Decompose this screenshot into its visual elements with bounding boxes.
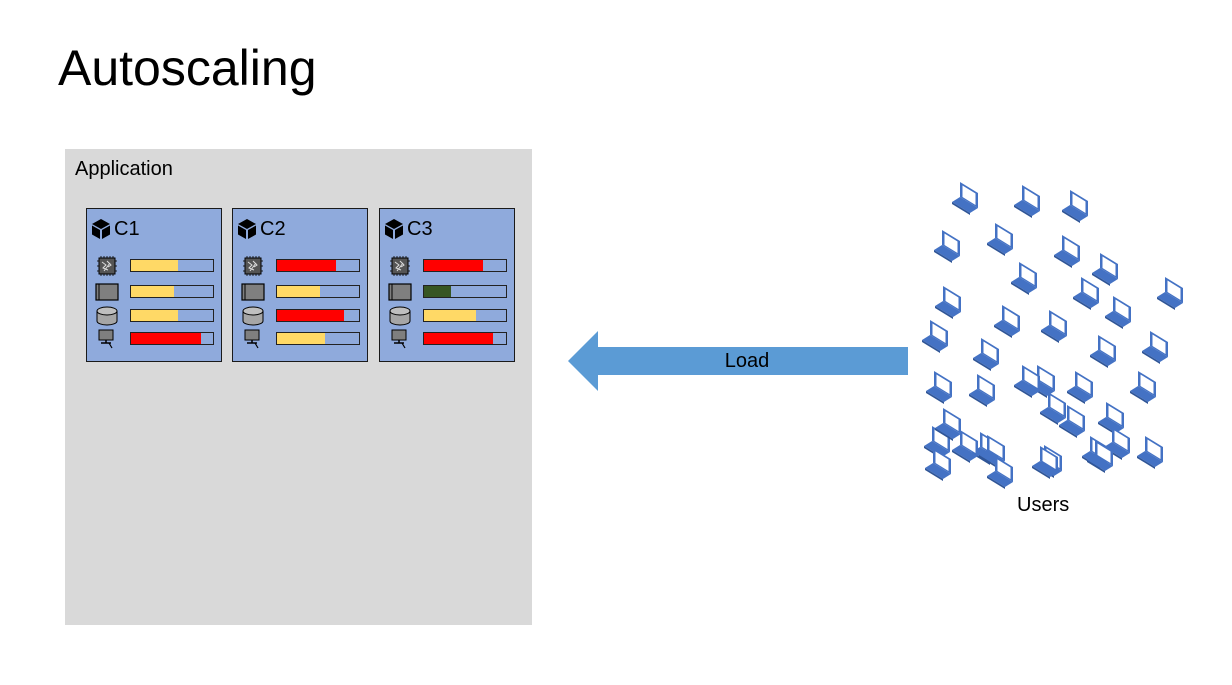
usage-bar-fill xyxy=(424,286,452,297)
usage-bar-fill xyxy=(424,310,476,321)
memory-icon xyxy=(95,282,119,302)
usage-bar-fill xyxy=(277,260,337,271)
usage-bar xyxy=(423,285,507,298)
usage-bar xyxy=(130,285,214,298)
usage-bar xyxy=(423,332,507,345)
usage-bar-fill xyxy=(131,310,178,321)
cpu-icon xyxy=(388,256,412,276)
usage-bar-fill xyxy=(277,286,321,297)
usage-bar-fill xyxy=(424,260,484,271)
container-name: C2 xyxy=(260,218,286,240)
usage-bar-fill xyxy=(277,333,325,344)
container-cube-icon xyxy=(236,218,258,240)
metric-disk xyxy=(95,306,217,326)
usage-bar xyxy=(276,259,360,272)
container-cube-icon xyxy=(90,218,112,240)
laptop-icon xyxy=(931,406,973,446)
laptop-icon xyxy=(1028,444,1070,484)
laptop-icon xyxy=(983,454,1025,494)
usage-bar xyxy=(130,259,214,272)
laptop-icon xyxy=(1058,188,1100,228)
metric-memory xyxy=(95,282,217,302)
container-name: C1 xyxy=(114,218,140,240)
laptop-icon xyxy=(983,221,1025,261)
network-icon xyxy=(388,329,412,349)
network-icon xyxy=(95,329,119,349)
laptop-icon xyxy=(1007,260,1049,300)
usage-bar xyxy=(130,309,214,322)
laptop-icon xyxy=(1069,275,1111,315)
laptop-icon xyxy=(1010,363,1052,403)
usage-bar xyxy=(423,309,507,322)
container-card-c3: C3 xyxy=(379,208,515,362)
cpu-icon xyxy=(95,256,119,276)
laptop-icon xyxy=(918,318,960,358)
laptop-icon xyxy=(965,372,1007,412)
usage-bar xyxy=(130,332,214,345)
usage-bar-fill xyxy=(424,333,493,344)
laptop-icon xyxy=(930,228,972,268)
laptop-icon xyxy=(922,369,964,409)
disk-icon xyxy=(388,306,412,326)
cpu-icon xyxy=(241,256,265,276)
metric-cpu xyxy=(95,256,217,276)
network-icon xyxy=(241,329,265,349)
usage-bar-fill xyxy=(131,260,178,271)
disk-icon xyxy=(241,306,265,326)
laptop-icon xyxy=(1086,333,1128,373)
laptop-icon xyxy=(931,284,973,324)
laptop-icon xyxy=(969,336,1011,376)
container-name: C3 xyxy=(407,218,433,240)
laptop-icon xyxy=(1138,329,1180,369)
laptop-icon xyxy=(1133,434,1175,474)
metric-disk xyxy=(388,306,510,326)
laptop-icon xyxy=(948,180,990,220)
usage-bar xyxy=(276,332,360,345)
usage-bar xyxy=(276,285,360,298)
laptop-icon xyxy=(921,446,963,486)
laptop-icon xyxy=(1010,183,1052,223)
laptop-icon xyxy=(990,303,1032,343)
metric-cpu xyxy=(241,256,363,276)
load-arrow-shape xyxy=(568,331,908,391)
laptop-icon xyxy=(1088,251,1130,291)
laptop-icon xyxy=(1153,275,1195,315)
metric-disk xyxy=(241,306,363,326)
laptop-icon xyxy=(1063,369,1105,409)
memory-icon xyxy=(241,282,265,302)
laptop-icon xyxy=(1101,294,1143,334)
container-card-c1: C1 xyxy=(86,208,222,362)
usage-bar-fill xyxy=(131,333,201,344)
metric-network xyxy=(241,329,363,349)
laptop-icon xyxy=(1126,369,1168,409)
load-arrow: Load xyxy=(568,330,908,392)
load-label: Load xyxy=(724,350,770,372)
laptop-icon xyxy=(1055,403,1097,443)
usage-bar xyxy=(276,309,360,322)
metric-network xyxy=(95,329,217,349)
laptop-icon xyxy=(1083,438,1125,478)
metric-cpu xyxy=(388,256,510,276)
memory-icon xyxy=(388,282,412,302)
application-label: Application xyxy=(75,158,173,180)
metric-memory xyxy=(241,282,363,302)
laptop-icon xyxy=(1037,308,1079,348)
metric-memory xyxy=(388,282,510,302)
usage-bar-fill xyxy=(277,310,345,321)
disk-icon xyxy=(95,306,119,326)
users-group xyxy=(915,178,1183,489)
users-label: Users xyxy=(1017,494,1070,516)
metric-network xyxy=(388,329,510,349)
laptop-icon xyxy=(948,428,990,468)
laptop-icon xyxy=(1094,400,1136,440)
laptop-icon xyxy=(1036,390,1078,430)
container-cube-icon xyxy=(383,218,405,240)
usage-bar xyxy=(423,259,507,272)
application-panel: Application C1 C2 C3 xyxy=(65,149,532,625)
laptop-icon xyxy=(1050,233,1092,273)
usage-bar-fill xyxy=(131,286,175,297)
slide-title: Autoscaling xyxy=(58,40,317,96)
container-card-c2: C2 xyxy=(232,208,368,362)
